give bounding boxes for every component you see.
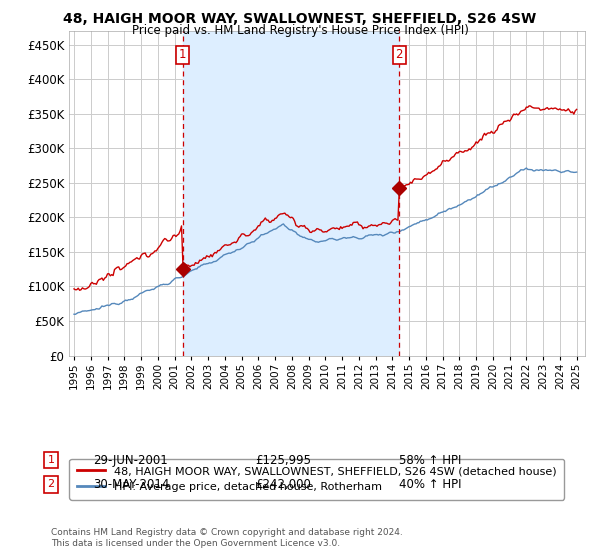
Text: 29-JUN-2001: 29-JUN-2001 <box>93 454 168 467</box>
Text: 1: 1 <box>47 455 55 465</box>
Text: 30-MAY-2014: 30-MAY-2014 <box>93 478 169 491</box>
Text: 48, HAIGH MOOR WAY, SWALLOWNEST, SHEFFIELD, S26 4SW: 48, HAIGH MOOR WAY, SWALLOWNEST, SHEFFIE… <box>64 12 536 26</box>
Text: 40% ↑ HPI: 40% ↑ HPI <box>399 478 461 491</box>
Bar <box>183 31 399 356</box>
Text: 1: 1 <box>179 49 187 62</box>
Text: Price paid vs. HM Land Registry's House Price Index (HPI): Price paid vs. HM Land Registry's House … <box>131 24 469 37</box>
Text: 2: 2 <box>395 49 403 62</box>
Text: Contains HM Land Registry data © Crown copyright and database right 2024.
This d: Contains HM Land Registry data © Crown c… <box>51 528 403 548</box>
Text: £242,000: £242,000 <box>255 478 311 491</box>
Text: £125,995: £125,995 <box>255 454 311 467</box>
Text: 2: 2 <box>47 479 55 489</box>
Legend: 48, HAIGH MOOR WAY, SWALLOWNEST, SHEFFIELD, S26 4SW (detached house), HPI: Avera: 48, HAIGH MOOR WAY, SWALLOWNEST, SHEFFIE… <box>70 459 564 500</box>
Text: 58% ↑ HPI: 58% ↑ HPI <box>399 454 461 467</box>
